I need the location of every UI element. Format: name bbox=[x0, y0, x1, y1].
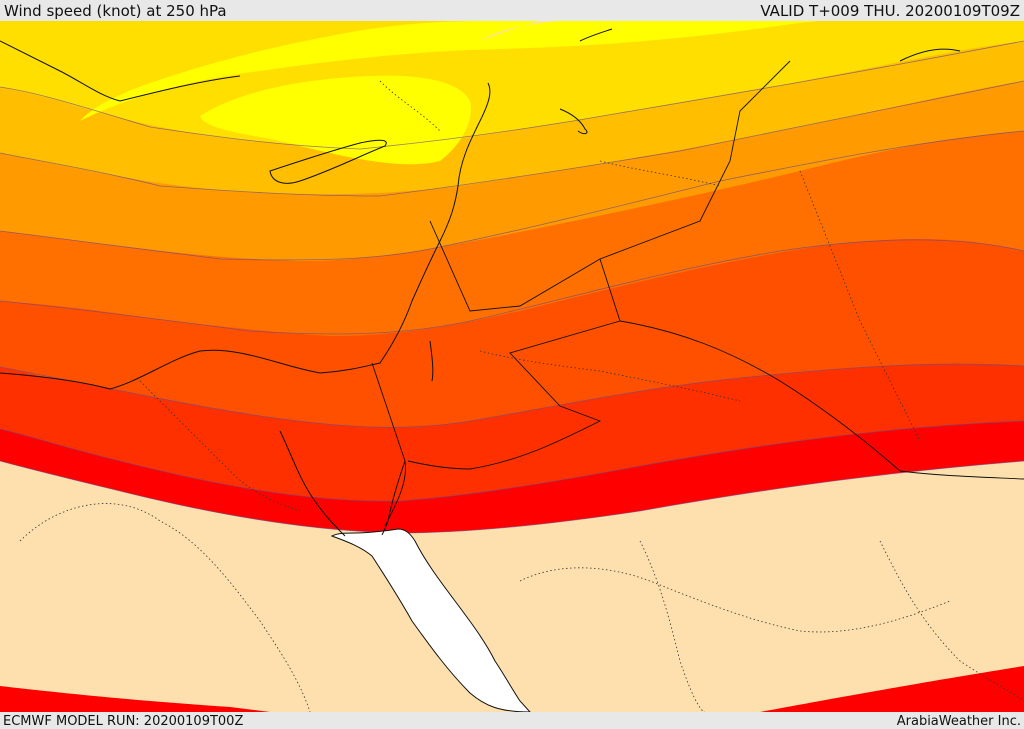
valid-time: VALID T+009 THU. 20200109T09Z bbox=[760, 2, 1020, 20]
gulf-coast bbox=[279, 340, 434, 537]
map-header: Wind speed (knot) at 250 hPa VALID T+009… bbox=[0, 0, 1024, 21]
coastlines bbox=[0, 28, 961, 390]
credit-label: ArabiaWeather Inc. bbox=[896, 714, 1021, 729]
isotach-lines bbox=[0, 40, 1024, 534]
wind-band-bottom-right bbox=[760, 666, 1024, 712]
wind-band-1 bbox=[80, 21, 820, 121]
wind-band-bottom-left bbox=[0, 686, 270, 712]
map-canvas bbox=[0, 21, 1024, 712]
national-borders bbox=[371, 60, 1024, 527]
model-run: ECMWF MODEL RUN: 20200109T00Z bbox=[3, 714, 244, 729]
map-title: Wind speed (knot) at 250 hPa bbox=[4, 2, 227, 20]
wind-band-1b bbox=[200, 75, 471, 165]
province-borders bbox=[19, 80, 1024, 712]
map-footer: ECMWF MODEL RUN: 20200109T00Z ArabiaWeat… bbox=[0, 712, 1024, 729]
southern-calm-area bbox=[0, 465, 1024, 712]
red-sea bbox=[330, 528, 531, 712]
wind-speed-map bbox=[0, 21, 1024, 712]
